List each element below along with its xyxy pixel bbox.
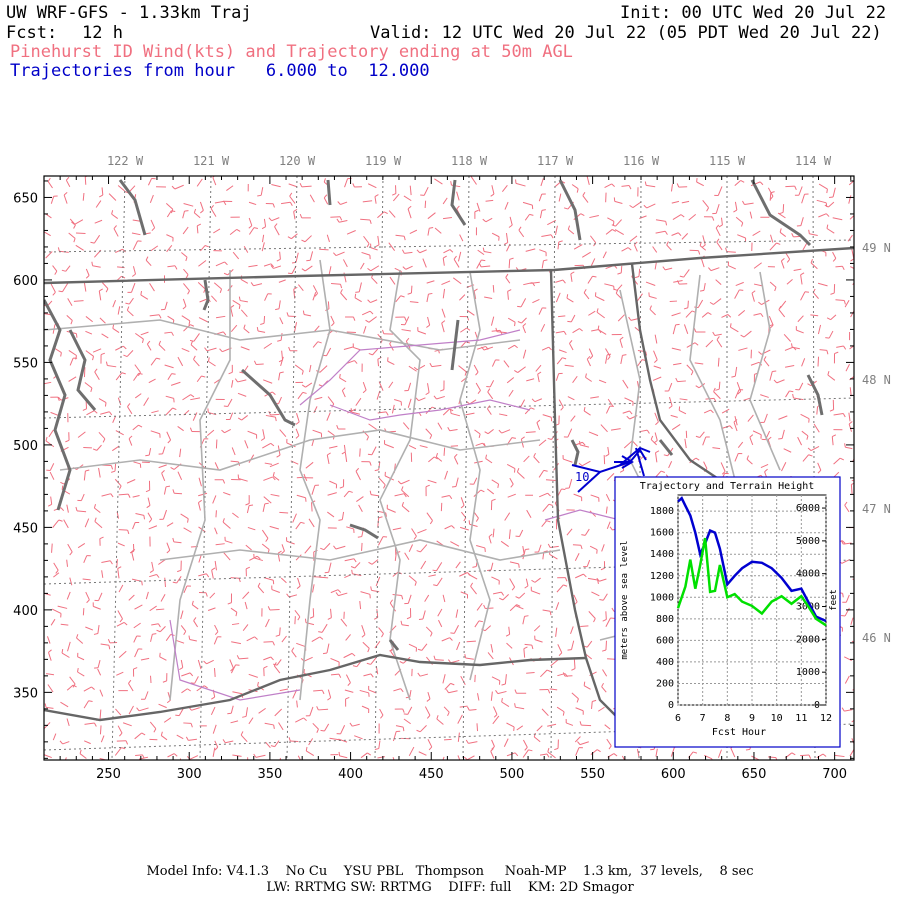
map-axis-labels: 250 300 350 400 450 500 550 600 650 7006506005505… bbox=[13, 154, 891, 782]
state-borders bbox=[44, 246, 854, 741]
inset-y-tick-label: 1600 bbox=[650, 528, 674, 539]
inset-x-tick-label: 11 bbox=[795, 713, 807, 724]
longitude-label: 114 W bbox=[795, 154, 832, 168]
inset-y-tick-label: 1400 bbox=[650, 549, 674, 560]
latitude-label: 46 N bbox=[862, 631, 891, 645]
longitude-label: 116 W bbox=[623, 154, 660, 168]
rivers bbox=[169, 329, 621, 701]
map-x-tick-label: 450 bbox=[419, 767, 444, 782]
model-info-line1: Model Info: V4.1.3 No Cu YSU PBL Thompso… bbox=[146, 864, 754, 879]
inset-y-tick-label: 200 bbox=[656, 678, 674, 689]
map-y-tick-label: 350 bbox=[13, 686, 38, 701]
inset-ylabel-left: meters above sea level bbox=[620, 540, 630, 659]
longitude-label: 117 W bbox=[537, 154, 574, 168]
map-y-tick-label: 400 bbox=[13, 604, 38, 619]
map-y-tick-label: 550 bbox=[13, 356, 38, 371]
inset-feet-tick-label: 1000 bbox=[796, 667, 820, 678]
valid-time: Valid: 12 UTC Wed 20 Jul 22 (05 PDT Wed … bbox=[370, 23, 882, 43]
longitude-label: 118 W bbox=[451, 154, 488, 168]
trajectory-terrain-inset: Trajectory and Terrain Height 6 7 8 9 10 11 12… bbox=[614, 476, 841, 748]
map-x-tick-label: 650 bbox=[742, 767, 767, 782]
inset-feet-tick-label: 4000 bbox=[796, 569, 820, 580]
inset-feet-tick-label: 0 bbox=[814, 700, 820, 711]
map-y-tick-label: 600 bbox=[13, 274, 38, 289]
init-time: Init: 00 UTC Wed 20 Jul 22 bbox=[620, 3, 887, 23]
map-axis-ticks bbox=[44, 176, 854, 760]
map-y-tick-label: 500 bbox=[13, 439, 38, 454]
map-x-tick-label: 600 bbox=[661, 767, 686, 782]
inset-y-tick-label: 800 bbox=[656, 614, 674, 625]
inset-y-tick-label: 600 bbox=[656, 635, 674, 646]
model-info-line2: LW: RRTMG SW: RRTMG DIFF: full KM: 2D Sm… bbox=[266, 880, 634, 895]
inset-y-tick-label: 1200 bbox=[650, 571, 674, 582]
latitude-label: 48 N bbox=[862, 373, 891, 387]
map-x-tick-label: 350 bbox=[257, 767, 282, 782]
forecast-label: Fcst: bbox=[6, 23, 58, 43]
inset-ylabel-right: feet bbox=[829, 589, 839, 611]
map-x-tick-label: 400 bbox=[338, 767, 363, 782]
map-x-tick-label: 550 bbox=[580, 767, 605, 782]
model-title: UW WRF-GFS - 1.33km Traj bbox=[6, 3, 252, 23]
inset-feet-tick-label: 2000 bbox=[796, 634, 820, 645]
map-x-tick-label: 300 bbox=[177, 767, 202, 782]
longitude-label: 119 W bbox=[365, 154, 402, 168]
inset-y-tick-label: 0 bbox=[668, 700, 674, 711]
inset-x-tick-label: 7 bbox=[700, 713, 706, 724]
inset-x-tick-label: 6 bbox=[675, 713, 681, 724]
inset-y-tick-label: 400 bbox=[656, 657, 674, 668]
latitude-label: 49 N bbox=[862, 241, 891, 255]
map-x-tick-label: 700 bbox=[822, 767, 847, 782]
map-y-tick-label: 650 bbox=[13, 191, 38, 206]
inset-xlabel: Fcst Hour bbox=[712, 727, 766, 738]
inset-x-tick-label: 9 bbox=[749, 713, 755, 724]
map-x-tick-label: 500 bbox=[500, 767, 525, 782]
longitude-label: 122 W bbox=[107, 154, 144, 168]
trajectory-hour-label: 10 bbox=[575, 470, 589, 484]
coastlines bbox=[44, 179, 824, 651]
inset-x-tick-label: 8 bbox=[724, 713, 730, 724]
latitude-label: 47 N bbox=[862, 502, 891, 516]
inset-y-tick-label: 1800 bbox=[650, 506, 674, 517]
inset-x-tick-label: 10 bbox=[771, 713, 783, 724]
map-x-tick-label: 250 bbox=[96, 767, 121, 782]
inset-x-tick-label: 12 bbox=[820, 713, 832, 724]
map-y-tick-label: 450 bbox=[13, 521, 38, 536]
wind-barb-field bbox=[44, 176, 854, 760]
plot-subtitle: Pinehurst ID Wind(kts) and Trajectory en… bbox=[10, 42, 573, 62]
trajectory-range: Trajectories from hour 6.000 to 12.000 bbox=[10, 61, 430, 81]
inset-feet-tick-label: 5000 bbox=[796, 536, 820, 547]
longitude-label: 120 W bbox=[279, 154, 316, 168]
inset-series-trajectory bbox=[677, 496, 827, 623]
map-frame bbox=[43, 175, 855, 761]
county-borders bbox=[44, 259, 841, 701]
inset-feet-tick-label: 6000 bbox=[796, 503, 820, 514]
inset-title: Trajectory and Terrain Height bbox=[640, 481, 815, 492]
trajectory-path bbox=[571, 446, 651, 493]
longitude-label: 121 W bbox=[193, 154, 230, 168]
forecast-hour: 12 h bbox=[82, 23, 123, 43]
inset-series-terrain bbox=[676, 537, 827, 627]
inset-y-tick-label: 1000 bbox=[650, 592, 674, 603]
longitude-label: 115 W bbox=[709, 154, 746, 168]
